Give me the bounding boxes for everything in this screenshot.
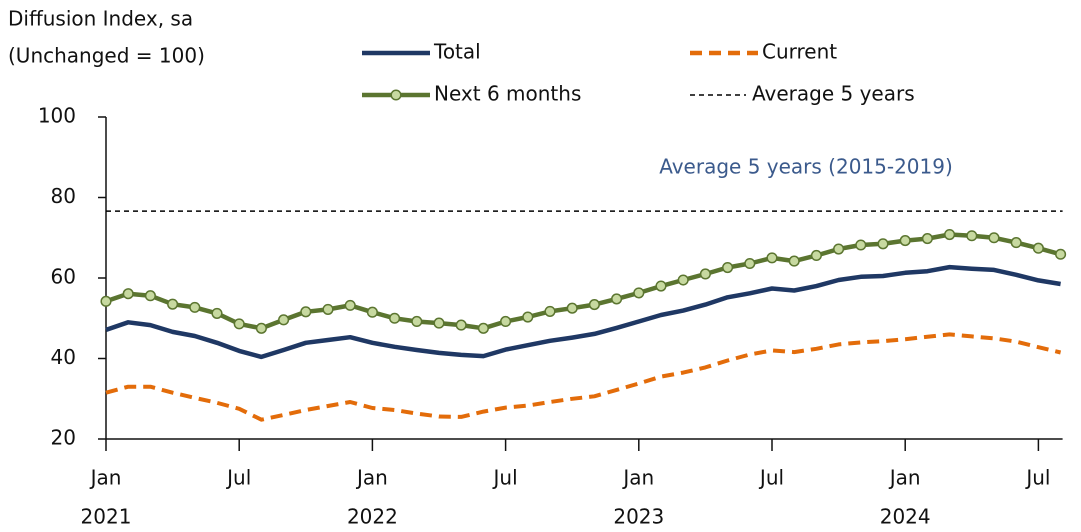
- series-marker: [300, 306, 312, 318]
- y-axis-label: Diffusion Index, sa: [8, 7, 193, 31]
- series-marker: [655, 280, 667, 292]
- series-marker: [744, 257, 756, 270]
- series-marker: [611, 293, 623, 305]
- y-tick-label: 40: [51, 345, 76, 369]
- x-year-label: 2021: [81, 505, 132, 529]
- series-marker: [344, 299, 356, 311]
- series-marker: [278, 314, 290, 326]
- x-tick-label: Jan: [355, 466, 388, 490]
- x-tick-label: Jan: [888, 466, 921, 490]
- series-marker: [167, 298, 179, 310]
- x-tick-label: Jul: [225, 466, 251, 490]
- y-tick-label: 20: [51, 426, 76, 450]
- series-marker: [766, 252, 778, 264]
- series-marker: [677, 274, 689, 286]
- series-marker: [899, 235, 911, 247]
- x-year-label: 2024: [880, 505, 931, 529]
- series-marker: [921, 233, 933, 245]
- legend-marker: [390, 89, 402, 101]
- y-tick-label: 60: [51, 265, 76, 289]
- series-marker: [588, 299, 600, 311]
- series-marker: [699, 268, 711, 280]
- x-tick-label: Jul: [1024, 466, 1050, 490]
- series-marker: [877, 238, 889, 250]
- series-marker: [211, 307, 223, 319]
- x-tick-label: Jul: [492, 466, 518, 490]
- series-marker: [855, 239, 867, 251]
- x-year-label: 2022: [347, 505, 398, 529]
- legend-label: Average 5 years: [752, 82, 915, 106]
- series-line: [105, 264, 1061, 360]
- y-axis-sublabel: (Unchanged = 100): [8, 44, 205, 68]
- y-tick-label: 80: [51, 184, 76, 208]
- series-marker: [500, 315, 512, 328]
- series-line: [105, 332, 1062, 422]
- legend-label: Total: [433, 40, 481, 64]
- series-marker: [1010, 237, 1022, 249]
- x-year-label: 2023: [613, 505, 664, 529]
- series-marker: [389, 312, 401, 324]
- series-marker: [477, 322, 489, 334]
- series-marker: [1055, 248, 1067, 260]
- series-marker: [433, 317, 445, 329]
- series-marker: [633, 287, 645, 299]
- x-tick-label: Jan: [621, 466, 654, 490]
- series-marker: [189, 301, 201, 313]
- series-marker: [233, 318, 245, 330]
- series-marker: [522, 311, 534, 323]
- series-marker: [966, 230, 978, 242]
- series-marker: [833, 243, 845, 255]
- series-marker: [411, 315, 423, 328]
- series-marker: [255, 322, 267, 334]
- series-marker: [944, 228, 956, 241]
- y-tick-label: 100: [38, 104, 76, 128]
- legend-label: Current: [762, 40, 837, 64]
- series-marker: [455, 319, 467, 331]
- legend-label: Next 6 months: [434, 82, 581, 106]
- average-annotation: Average 5 years (2015-2019): [659, 155, 953, 179]
- series-marker: [322, 303, 334, 315]
- series-marker: [810, 249, 822, 262]
- x-tick-label: Jan: [89, 466, 122, 490]
- series-marker: [144, 290, 156, 302]
- series-marker: [722, 261, 734, 274]
- series-marker: [988, 232, 1000, 244]
- x-tick-label: Jul: [758, 466, 784, 490]
- series-marker: [1032, 242, 1044, 254]
- series-marker: [100, 295, 112, 307]
- series-line: [105, 232, 1062, 331]
- series-marker: [788, 255, 800, 267]
- series-marker: [366, 306, 378, 318]
- series-marker: [566, 302, 578, 314]
- series-marker: [122, 288, 134, 300]
- series-marker: [544, 305, 556, 317]
